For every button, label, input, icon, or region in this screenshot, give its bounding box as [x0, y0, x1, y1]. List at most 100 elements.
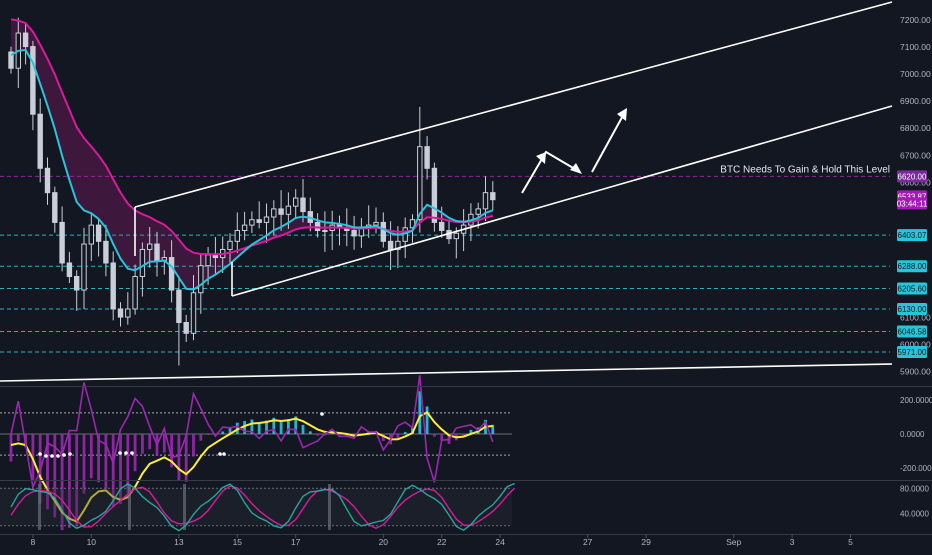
- candle-body-51: [380, 221, 387, 242]
- candle-body-18: [139, 248, 146, 278]
- price-badge: [897, 302, 927, 315]
- candle-body-59: [439, 221, 445, 232]
- candle-body-47: [351, 230, 357, 237]
- channel-lower-line: [231, 105, 893, 297]
- histogram-bar: [104, 434, 108, 489]
- histogram-bar: [440, 434, 444, 441]
- candle-body-11: [88, 224, 94, 245]
- candle-body-58: [431, 167, 438, 223]
- ema-fast-line: [10, 48, 494, 291]
- price-tick-label: 6800.00: [900, 123, 931, 133]
- histogram-bar: [170, 434, 173, 468]
- candle-body-64: [475, 208, 481, 215]
- candle-body-52: [387, 240, 394, 250]
- histogram-bar: [294, 416, 298, 434]
- stoch-tick-label: 80.0000: [900, 484, 929, 493]
- signal-line: [10, 411, 493, 523]
- support-base-line: [0, 363, 893, 382]
- histogram-bar: [257, 422, 261, 434]
- candle-body-23: [176, 289, 182, 323]
- candle-body-7: [59, 221, 65, 264]
- histogram-bar: [206, 434, 210, 435]
- histogram-bar: [418, 391, 422, 434]
- histogram-bar: [192, 434, 195, 457]
- signal-dot: [44, 454, 48, 458]
- candle-body-17: [132, 276, 138, 310]
- histogram-bar: [119, 434, 122, 505]
- candle-body-5: [44, 167, 51, 194]
- histogram-bar: [9, 434, 13, 462]
- candle-body-24: [183, 321, 189, 334]
- histogram-bar: [53, 434, 57, 518]
- price-tick-label: 6700.00: [900, 150, 931, 160]
- candle-body-2: [22, 32, 29, 48]
- candle-body-36: [271, 208, 277, 218]
- price-badge-label: 5971.00: [898, 348, 927, 357]
- candle-body-37: [278, 208, 284, 215]
- candle-body-3: [30, 46, 36, 115]
- ema-cloud: [11, 19, 493, 290]
- candle-body-6: [52, 192, 58, 223]
- osc-tick-label: -200.0000: [900, 464, 932, 473]
- candle-body-66: [490, 192, 496, 201]
- candle-body-53: [395, 240, 401, 250]
- stoch-d-line: [10, 485, 516, 529]
- candle-body-34: [256, 219, 262, 223]
- price-badge: [897, 229, 927, 242]
- histogram-bar: [433, 434, 436, 437]
- price-tick-label: 7200.00: [900, 15, 931, 25]
- candle-body-35: [263, 216, 270, 223]
- histogram-bar: [97, 434, 100, 483]
- price-badge-label: 6403.07: [898, 231, 927, 240]
- osc-tick-label: 0.0000: [900, 430, 925, 439]
- time-tick-label: 29: [641, 537, 651, 547]
- price-badge: [897, 282, 927, 295]
- candle-body-22: [168, 257, 175, 291]
- price-badge-label: 6130.00: [898, 305, 927, 314]
- stoch-k-line: [10, 482, 515, 532]
- arrow-head-icon: [536, 152, 546, 164]
- histogram-bar: [126, 434, 130, 494]
- stoch-tick-label: 40.0000: [900, 509, 929, 518]
- stoch-marker-bar: [128, 484, 131, 530]
- histogram-bar: [265, 420, 268, 434]
- histogram-bar: [272, 417, 276, 434]
- candle-body-32: [241, 224, 248, 232]
- signal-dot: [50, 454, 54, 458]
- candle-body-43: [322, 230, 328, 233]
- time-tick-label: 8: [31, 537, 36, 547]
- price-tick-label: 7100.00: [900, 42, 931, 52]
- histogram-bar: [16, 434, 20, 442]
- histogram-bar: [60, 434, 64, 531]
- histogram-bar: [396, 434, 400, 440]
- arrow-head-icon: [570, 163, 582, 174]
- signal-dot: [62, 453, 66, 457]
- histogram-bar: [133, 434, 137, 472]
- histogram-bar: [111, 434, 115, 507]
- time-tick-label: 3: [790, 537, 795, 547]
- price-badge: [897, 170, 927, 183]
- signal-dot: [124, 451, 128, 455]
- candle-body-57: [424, 146, 430, 169]
- signal-dot: [118, 451, 122, 455]
- signal-dot: [68, 452, 72, 456]
- candle-body-15: [117, 308, 124, 318]
- candle-body-38: [285, 205, 292, 215]
- candle-body-33: [249, 219, 255, 226]
- candle-body-8: [66, 262, 73, 278]
- candle-body-12: [95, 224, 102, 242]
- time-tick-label: 20: [379, 537, 389, 547]
- histogram-bar: [403, 431, 407, 434]
- histogram-bar: [287, 419, 290, 434]
- price-badge-label: 6205.60: [898, 285, 927, 294]
- candle-body-26: [198, 265, 204, 294]
- price-badge-label: 6288.00: [898, 262, 927, 271]
- candle-body-61: [453, 232, 460, 240]
- histogram-bar: [148, 434, 152, 450]
- histogram-bar: [308, 431, 312, 434]
- histogram-bar: [89, 434, 93, 479]
- price-tick-label: 5900.00: [900, 367, 931, 377]
- price-badge-label: 6533.87: [898, 192, 927, 201]
- candle-body-19: [147, 243, 153, 250]
